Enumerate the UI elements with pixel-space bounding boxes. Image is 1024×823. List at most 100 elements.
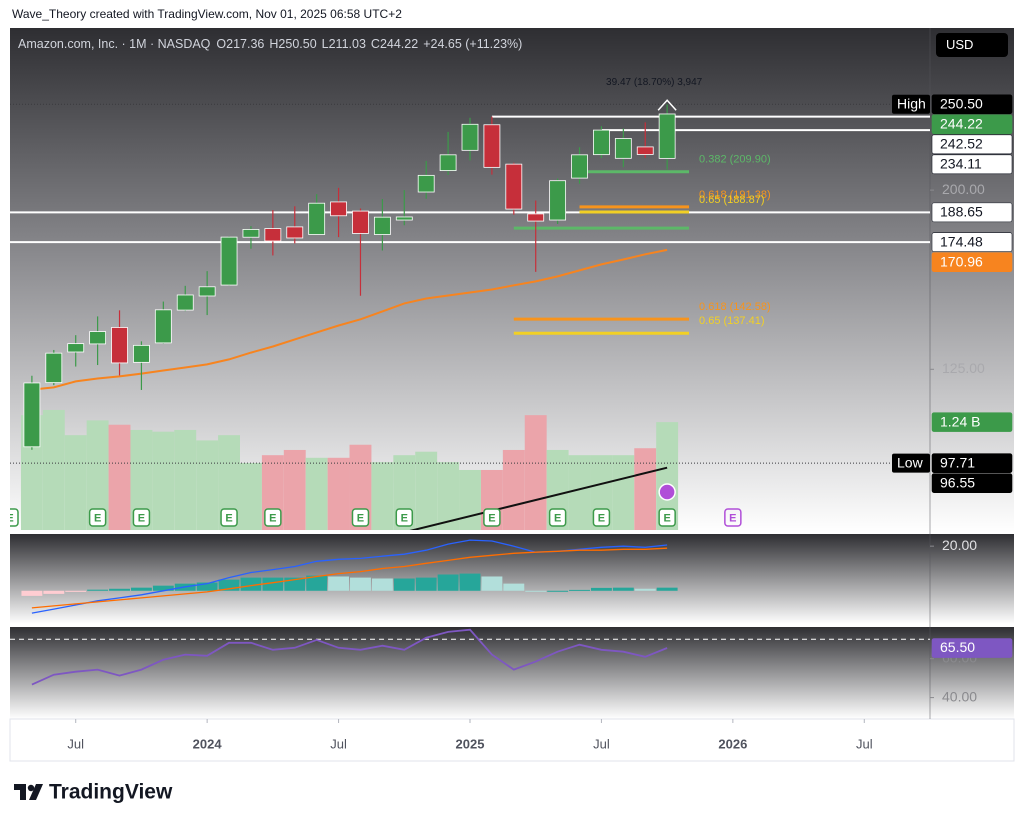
moving-average: [31, 248, 668, 391]
earnings-upcoming-text: E: [729, 512, 736, 524]
volume-bar: [240, 463, 262, 530]
macd-histogram-bar: [634, 588, 656, 591]
currency-label[interactable]: USD: [946, 37, 973, 52]
earnings-marker-text: E: [401, 512, 408, 524]
macd-histogram-bar: [43, 590, 65, 594]
price-tag-label: 96.55: [940, 474, 975, 490]
candle-body: [373, 216, 391, 235]
trendline: [409, 466, 668, 530]
x-tick-label: Jul: [593, 736, 610, 751]
earnings-marker-text: E: [94, 512, 101, 524]
volume-bar: [568, 455, 591, 530]
volume-bar: [524, 415, 547, 530]
x-tick-label: 2024: [193, 736, 223, 751]
price-tag: [931, 94, 1013, 115]
macd-histogram-bar: [569, 589, 590, 591]
candle-body: [23, 382, 41, 448]
candle-body: [133, 344, 150, 363]
price-tag: [931, 638, 1013, 658]
macd-histogram-bar: [612, 587, 634, 591]
volume-bar: [174, 429, 197, 530]
legend-line: Amazon.com, Inc. · 1M · NASDAQ O217.36 H25…: [18, 37, 522, 51]
candle-body: [636, 146, 654, 155]
price-tag-label: 234.11: [940, 155, 982, 171]
price-tag-label: 188.65: [940, 204, 983, 220]
earnings-marker: [220, 508, 238, 527]
price-tag-label: 244.22: [940, 115, 983, 131]
macd-line: [31, 547, 668, 609]
symbol-title: Amazon.com, Inc. · 1M · NASDAQ: [18, 37, 211, 51]
candle-body: [264, 228, 282, 242]
ohlc-prefix: L: [322, 37, 329, 51]
x-tick-label: Jul: [330, 736, 347, 751]
time-axis: [9, 718, 1015, 762]
volume-bar: [459, 469, 481, 530]
currency-button[interactable]: [936, 33, 1008, 57]
candle-body: [242, 229, 260, 238]
earnings-marker-text: E: [225, 512, 232, 524]
candle-body: [330, 201, 347, 217]
macd-histogram-bar: [656, 587, 678, 591]
macd-histogram-bar: [306, 575, 328, 591]
volume-bar: [86, 420, 109, 530]
price-tag-caption-box: [892, 453, 930, 473]
earnings-marker: [592, 508, 611, 527]
macd-histogram-bar: [350, 577, 371, 591]
volume-bar: [130, 429, 153, 530]
macd-histogram-bar: [437, 574, 459, 591]
macd-histogram-bar: [393, 578, 415, 591]
macd-plot: [21, 539, 678, 614]
price-tag-caption-box: [892, 94, 930, 114]
brand-name: TradingView: [49, 781, 173, 804]
ohlc-prefix: O: [216, 37, 226, 51]
volume-bar: [196, 440, 219, 530]
earnings-marker: [88, 508, 107, 527]
earnings-marker-text: E: [138, 512, 145, 524]
candle-body: [549, 180, 567, 221]
price-tag: [931, 232, 1013, 252]
price-tag-label: 250.50: [940, 95, 983, 111]
candle-body: [571, 154, 588, 179]
measure-label: 39.47 (18.70%) 3,947: [606, 77, 703, 88]
price-tag-label: 242.52: [940, 135, 983, 151]
volume-bar: [327, 457, 350, 530]
alert-icon: [658, 483, 676, 501]
volume-bar: [502, 449, 525, 530]
earnings-marker-text: E: [663, 512, 670, 524]
candle-body: [308, 202, 326, 235]
volume-bar: [152, 431, 175, 530]
candle-body: [439, 154, 457, 172]
earnings-marker: [351, 508, 370, 527]
volume-bar: [108, 424, 131, 530]
macd-histogram-bar: [547, 590, 569, 592]
ohlc-value: 217.36: [226, 37, 264, 51]
earnings-marker-text: E: [6, 512, 13, 524]
volume-bar: [305, 457, 328, 530]
price-tag-label: 170.96: [940, 253, 983, 269]
macd-histogram-bar: [21, 590, 43, 596]
candle-body: [658, 113, 676, 159]
brand-logo: [14, 784, 43, 800]
earnings-marker: [483, 508, 501, 527]
candle-body: [220, 236, 238, 286]
ohlc-change: +24.65 (+11.23%): [423, 37, 522, 51]
ohlc-prefix: H: [269, 37, 278, 51]
fib-label: 0.65 (137.41): [699, 315, 764, 327]
candle-body: [505, 163, 523, 210]
earnings-marker: [548, 508, 567, 527]
macd-histogram-bar: [481, 576, 503, 591]
macd-histogram-bar: [87, 589, 109, 591]
fib-label: 0.618 (191.38): [699, 189, 771, 201]
macd-histogram-bar: [262, 577, 284, 591]
earnings-marker: [658, 508, 676, 527]
candle-body: [593, 129, 610, 156]
volume-bar: [218, 435, 240, 530]
volume-bar: [634, 448, 657, 530]
macd-histogram-bar: [65, 590, 87, 592]
candle-body: [198, 286, 216, 297]
earnings-upcoming: [724, 508, 742, 527]
main-plot: 0.382 (209.90) 0.618 (191.38)0.65 (188.87…: [6, 77, 930, 530]
volume-bar: [415, 451, 438, 530]
